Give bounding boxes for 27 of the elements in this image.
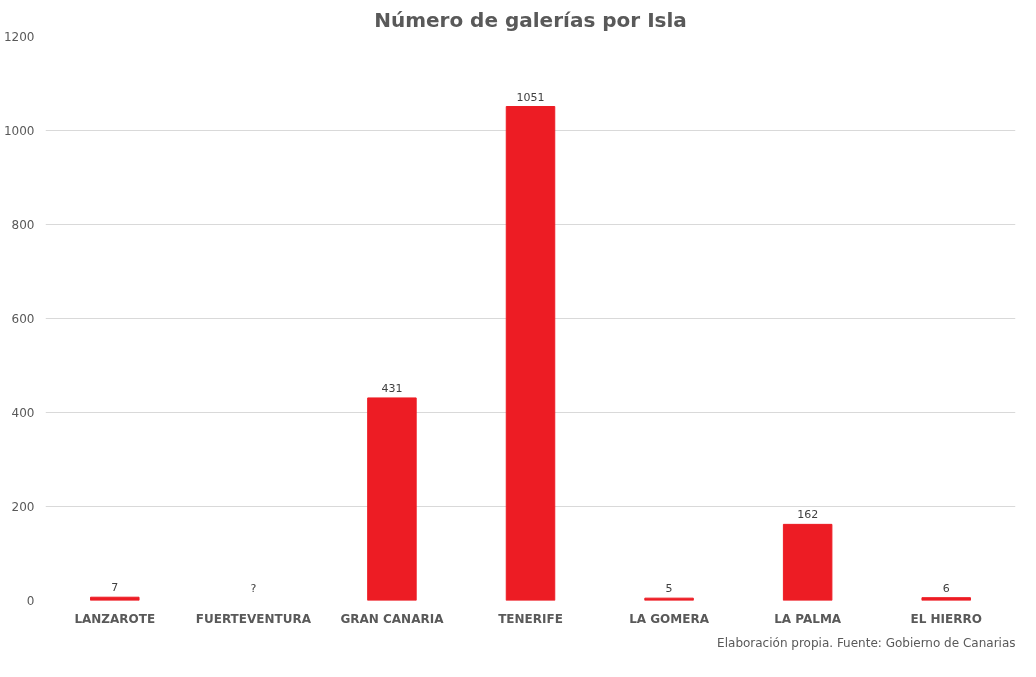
bar — [921, 597, 971, 601]
bar — [505, 106, 556, 601]
data-label: 1051 — [516, 90, 545, 104]
x-tick-label: FUERTEVENTURA — [195, 611, 312, 626]
y-tick-label: 200 — [11, 500, 35, 514]
data-label: 5 — [665, 582, 673, 596]
text: Elaboración propia. Fuente: Gobierno de Canarias — [717, 635, 1016, 650]
data-label: 6 — [942, 581, 950, 595]
x-tick-label: GRAN CANARIA — [340, 611, 445, 626]
x-tick-label: LANZAROTE — [74, 611, 156, 626]
bar — [782, 523, 833, 601]
x-tick-label: LA PALMA — [774, 611, 842, 626]
data-label: 162 — [797, 508, 819, 522]
y-tick-label: 1200 — [3, 30, 35, 44]
x-tick-label: TENERIFE — [498, 611, 563, 626]
text: ? — [250, 581, 257, 595]
y-tick-label: 1000 — [3, 124, 35, 138]
x-tick-label: LA GOMERA — [629, 611, 710, 626]
y-tick-label: 400 — [11, 406, 35, 420]
chart-title: Número de galerías por Isla — [374, 7, 687, 32]
data-label: 7 — [111, 581, 119, 595]
bar — [367, 397, 417, 601]
x-tick-label: EL HIERRO — [910, 611, 982, 626]
y-tick-label: 800 — [11, 218, 35, 232]
y-tick-label: 0 — [26, 594, 35, 608]
data-label: 431 — [381, 381, 403, 395]
y-tick-label: 600 — [11, 312, 35, 326]
